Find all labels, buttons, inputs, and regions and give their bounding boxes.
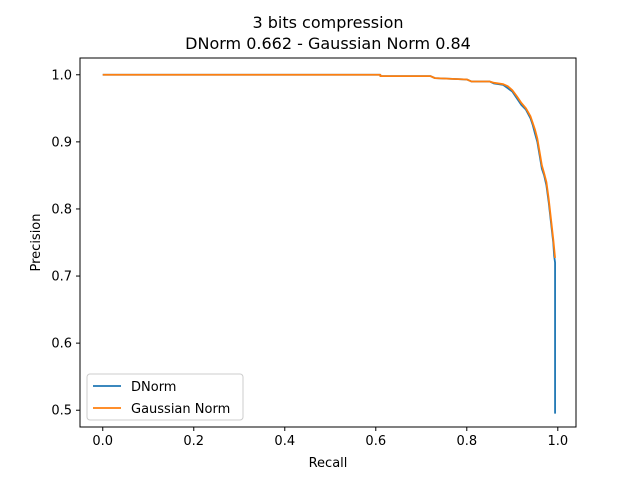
series-lines bbox=[102, 73, 556, 414]
y-axis-label: Precision bbox=[29, 213, 44, 271]
axes-frame bbox=[79, 57, 577, 428]
x-tick-label: 0.6 bbox=[365, 434, 386, 449]
series-line-gaussian-norm bbox=[102, 73, 556, 259]
plot-area bbox=[79, 57, 577, 428]
y-tick-label: 0.8 bbox=[51, 202, 72, 217]
x-tick-label: 0.4 bbox=[274, 434, 295, 449]
y-tick-label: 0.9 bbox=[51, 135, 72, 150]
x-axis: 0.0 0.2 0.4 0.6 0.8 1.0 bbox=[92, 427, 568, 449]
y-tick-label: 0.5 bbox=[51, 404, 72, 419]
y-tick-label: 0.6 bbox=[51, 337, 72, 352]
legend-box bbox=[86, 373, 244, 421]
y-tick-label: 1.0 bbox=[51, 68, 72, 83]
x-axis-label: Recall bbox=[309, 456, 348, 471]
legend-gaussian-norm-label: Gaussian Norm bbox=[131, 402, 230, 417]
x-tick-label: 0.2 bbox=[183, 434, 204, 449]
axes-background bbox=[80, 58, 576, 427]
chart-title: 3 bits compression bbox=[252, 13, 403, 32]
chart-subtitle: DNorm 0.662 - Gaussian Norm 0.84 bbox=[185, 34, 471, 53]
x-tick-label: 0.8 bbox=[456, 434, 477, 449]
legend: DNorm Gaussian Norm bbox=[86, 373, 244, 421]
legend-dnorm-label: DNorm bbox=[131, 380, 176, 395]
x-tick-label: 1.0 bbox=[547, 434, 568, 449]
y-axis: 0.5 0.6 0.7 0.8 0.9 1.0 bbox=[51, 68, 80, 419]
x-tick-label: 0.0 bbox=[92, 434, 113, 449]
y-tick-label: 0.7 bbox=[51, 270, 72, 285]
